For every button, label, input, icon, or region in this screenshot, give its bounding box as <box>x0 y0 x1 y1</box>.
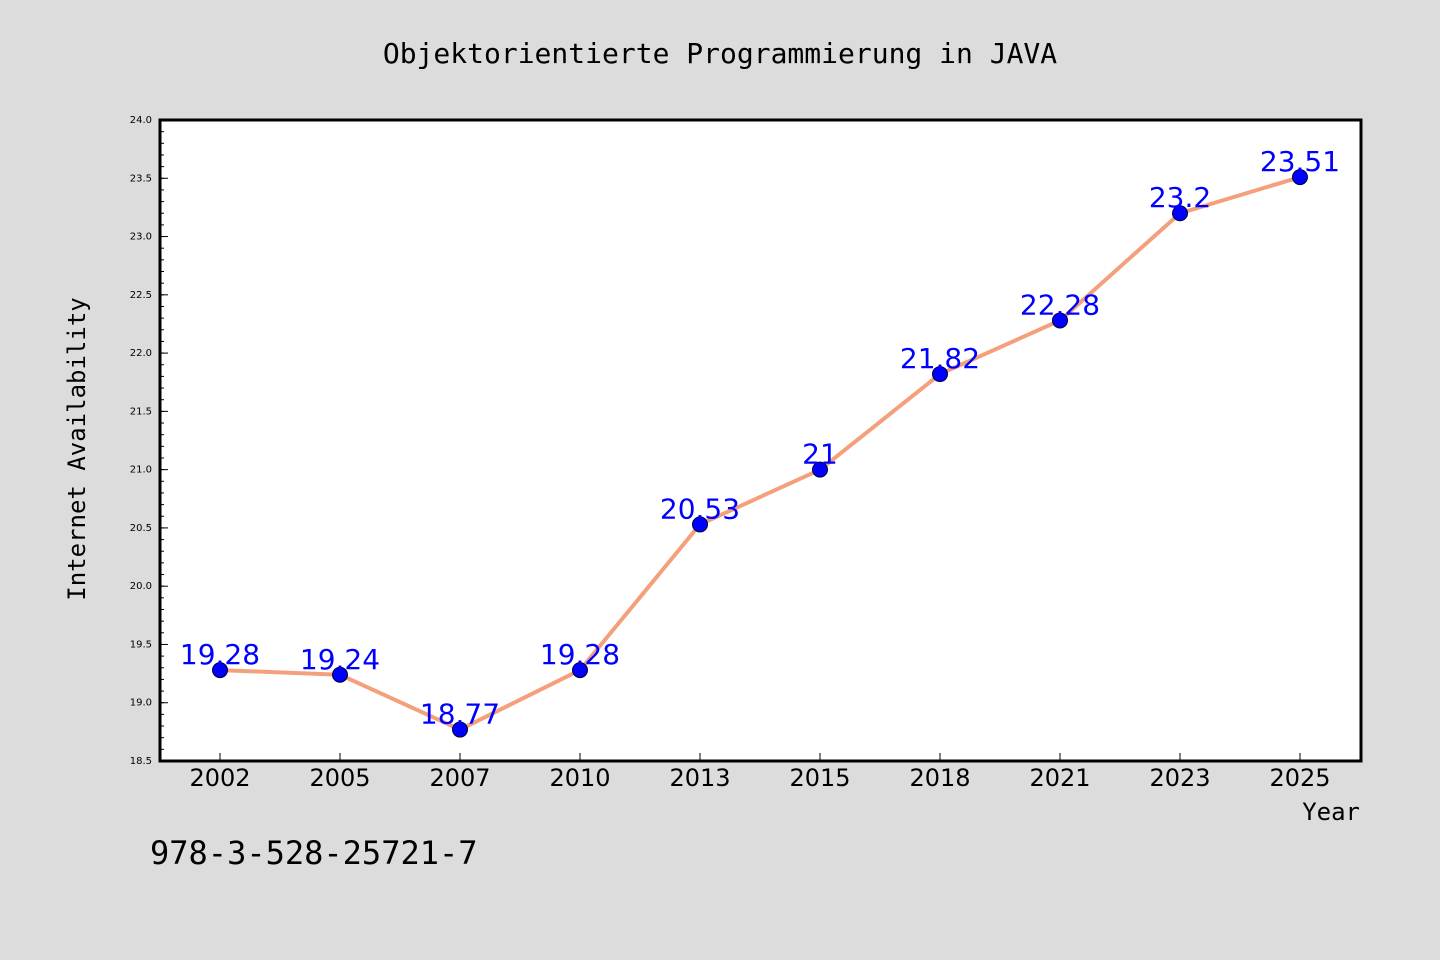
x-tick-label: 2002 <box>189 764 250 792</box>
x-tick-label: 2015 <box>789 764 850 792</box>
data-label: 23.51 <box>1260 145 1340 178</box>
plot-area <box>158 118 1363 763</box>
data-label: 18.77 <box>420 698 500 731</box>
footer-isbn: 978-3-528-25721-7 <box>150 834 478 872</box>
data-label: 22.28 <box>1020 288 1100 321</box>
y-tick-label: 19.5 <box>130 639 152 650</box>
y-tick-label: 18.5 <box>130 756 152 767</box>
data-label: 23.2 <box>1149 181 1211 214</box>
x-tick-label: 2018 <box>909 764 970 792</box>
data-point <box>332 666 348 683</box>
x-tick-label: 2013 <box>669 764 730 792</box>
x-tick-label: 2010 <box>549 764 610 792</box>
data-point <box>212 662 228 679</box>
y-tick-label: 22.0 <box>130 348 152 359</box>
data-point <box>1172 205 1188 222</box>
y-tick-label: 21.5 <box>130 406 152 417</box>
data-label: 19.28 <box>540 638 620 671</box>
y-axis-ticks: 18.5 19.0 19.5 20.0 20.5 21.0 21.5 22.0 22.5 23.0… <box>130 115 168 767</box>
data-label: 19.24 <box>300 643 380 676</box>
chart-title: Objektorientierte Programmierung in JAVA <box>383 37 1057 70</box>
y-tick-label: 24.0 <box>130 115 152 126</box>
data-point <box>1052 312 1068 329</box>
data-label: 21 <box>802 438 838 471</box>
data-point <box>812 461 828 478</box>
x-tick-label: 2023 <box>1149 764 1210 792</box>
y-tick-label: 21.0 <box>130 465 152 476</box>
y-tick-label: 23.5 <box>130 173 152 184</box>
data-point <box>932 366 948 383</box>
data-label: 19.28 <box>180 638 260 671</box>
data-label: 21.82 <box>900 342 980 375</box>
x-tick-label: 2007 <box>429 764 490 792</box>
x-axis-ticks: 2002 2005 2007 2010 2013 2015 2018 2021 2023 2025 <box>189 753 1331 792</box>
y-axis-label: Internet Availability <box>63 297 91 600</box>
y-tick-label: 22.5 <box>130 290 152 301</box>
x-tick-label: 2021 <box>1029 764 1090 792</box>
data-point <box>692 516 708 533</box>
series-layer: 19.28 19.24 18.77 19.28 20.53 21 21.82 22.28 23.… <box>180 145 1340 738</box>
data-label: 20.53 <box>660 492 740 525</box>
x-axis-label: Year <box>1302 798 1360 826</box>
series-line <box>219 175 1301 732</box>
x-tick-label: 2005 <box>309 764 370 792</box>
y-tick-label: 19.0 <box>130 698 152 709</box>
data-point <box>1292 169 1308 186</box>
y-tick-label: 20.5 <box>130 523 152 534</box>
y-tick-label: 23.0 <box>130 232 152 243</box>
y-tick-label: 20.0 <box>130 581 152 592</box>
x-tick-label: 2025 <box>1269 764 1330 792</box>
data-point <box>572 662 588 679</box>
data-point <box>452 721 468 738</box>
